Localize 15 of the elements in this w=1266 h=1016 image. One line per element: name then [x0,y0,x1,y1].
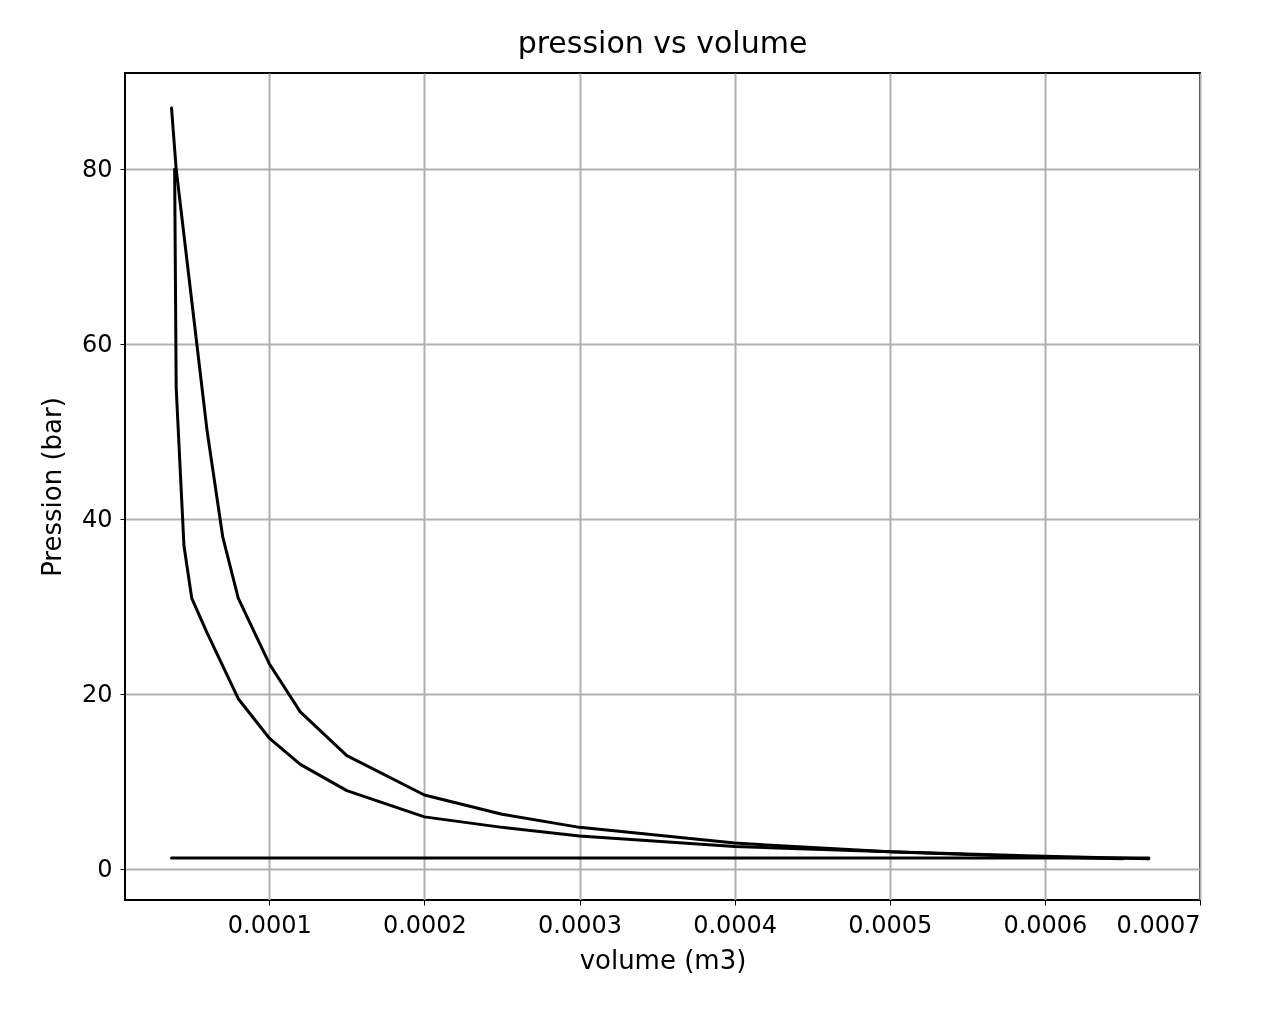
x-tick-label: 0.0005 [848,910,933,939]
y-axis-title: Pression (bar) [36,397,67,577]
x-tick-label: 0.0002 [382,910,467,939]
chart-title: pression vs volume [517,25,808,60]
y-tick-label: 40 [81,504,113,533]
x-axis-title: volume (m3) [579,944,747,975]
x-tick-label: 0.0004 [693,910,778,939]
x-tick-label: 0.0003 [538,910,622,939]
x-tick-label: 0.0001 [227,910,312,939]
x-tick-label: 0.0007 [1116,910,1201,939]
y-tick-label: 20 [81,679,113,708]
y-tick-label: 0 [97,854,113,883]
x-tick-label: 0.0006 [1003,910,1088,939]
y-tick-label: 80 [81,154,113,183]
y-tick-label: 60 [81,329,113,358]
